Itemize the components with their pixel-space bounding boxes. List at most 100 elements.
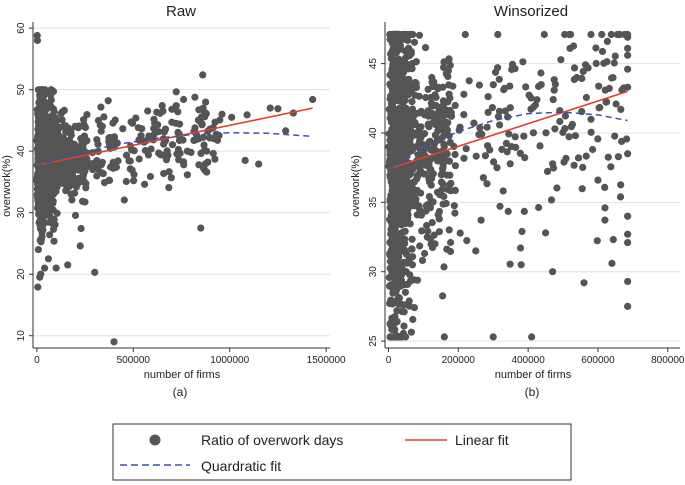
data-point <box>71 189 79 197</box>
data-point <box>37 236 45 244</box>
data-point <box>387 137 395 145</box>
data-point <box>446 138 454 146</box>
data-point <box>618 86 626 94</box>
outlier-point <box>624 277 632 286</box>
data-point <box>155 128 163 136</box>
data-point <box>70 159 78 167</box>
data-point <box>176 120 184 128</box>
data-point <box>114 157 122 165</box>
data-point <box>391 91 399 99</box>
data-point <box>476 124 484 132</box>
data-point <box>602 98 610 106</box>
data-point <box>397 242 405 250</box>
data-point <box>49 172 57 180</box>
data-point <box>150 115 158 123</box>
data-point <box>154 121 162 129</box>
data-point <box>39 192 47 200</box>
data-point <box>183 147 191 155</box>
data-point <box>608 74 616 82</box>
data-point <box>542 129 550 137</box>
data-point <box>423 221 431 230</box>
panel-label-a: (a) <box>173 385 188 399</box>
data-point <box>444 72 452 81</box>
data-point <box>403 280 412 288</box>
outlier-point <box>624 44 632 52</box>
data-point <box>533 96 541 104</box>
data-point <box>112 163 120 171</box>
y-tick-label: 50 <box>16 84 27 96</box>
data-point <box>440 140 448 148</box>
data-point <box>556 117 564 126</box>
data-point <box>174 145 182 154</box>
data-point <box>418 256 427 264</box>
quadratic-fit-line <box>388 111 628 172</box>
data-point <box>197 113 206 121</box>
outlier-point <box>624 212 632 220</box>
data-point <box>549 96 557 104</box>
data-point <box>615 30 623 39</box>
data-point <box>130 177 138 185</box>
data-point <box>450 202 458 210</box>
data-point <box>52 118 60 126</box>
data-point <box>172 88 180 96</box>
data-point <box>567 30 575 39</box>
point-cloud-winsorized <box>385 30 631 341</box>
data-point <box>404 50 412 58</box>
y-tick-label: 35 <box>368 196 379 208</box>
x-ticks-winsorized: 0 200000 400000 600000 800000 <box>386 348 685 366</box>
data-point <box>414 171 422 179</box>
data-point <box>397 133 405 141</box>
data-point <box>508 65 516 74</box>
data-point <box>156 151 164 159</box>
data-point <box>400 196 408 205</box>
data-point <box>164 151 172 159</box>
data-point <box>543 167 552 175</box>
data-point <box>165 184 173 192</box>
data-point <box>403 60 411 68</box>
data-point <box>592 59 600 68</box>
axes-raw <box>32 22 330 349</box>
data-point <box>500 86 508 94</box>
data-point <box>423 233 431 241</box>
y-axis-label-raw: overwork(%) <box>1 155 13 217</box>
outlier-point <box>541 229 550 237</box>
data-point <box>47 86 55 94</box>
data-point <box>404 36 412 45</box>
data-point <box>39 153 47 161</box>
data-point <box>386 71 394 79</box>
data-point <box>48 166 56 174</box>
data-point <box>611 52 619 60</box>
x-tick-label: 400000 <box>511 355 545 366</box>
y-axis-label-winsorized: overwork(%) <box>350 155 362 217</box>
data-point <box>389 49 398 57</box>
axes-winsorized <box>384 22 680 349</box>
data-point <box>411 78 419 87</box>
data-point <box>499 187 507 195</box>
data-point <box>100 113 108 121</box>
data-point <box>98 122 106 130</box>
data-point <box>403 213 411 221</box>
outlier-point <box>274 105 282 113</box>
legend-marker-symbol <box>149 434 161 446</box>
data-point <box>144 107 152 115</box>
data-point <box>496 121 504 129</box>
data-point <box>40 128 48 136</box>
x-tick-label: 800000 <box>651 355 685 366</box>
data-point <box>80 116 88 124</box>
data-point <box>424 227 432 235</box>
data-point <box>46 231 54 239</box>
data-point <box>78 134 87 142</box>
data-point <box>39 86 47 94</box>
y-ticks-raw: 10 20 30 40 50 60 <box>16 22 33 341</box>
data-point <box>128 166 136 174</box>
data-point <box>484 93 492 101</box>
data-point <box>582 93 591 102</box>
x-ticks-raw: 0 500000 1000000 1500000 <box>34 348 346 366</box>
data-point <box>68 196 76 204</box>
outlier-point <box>517 261 525 269</box>
outlier-point <box>601 204 609 212</box>
data-point <box>451 150 459 159</box>
data-point <box>551 125 559 133</box>
data-point <box>203 168 211 176</box>
